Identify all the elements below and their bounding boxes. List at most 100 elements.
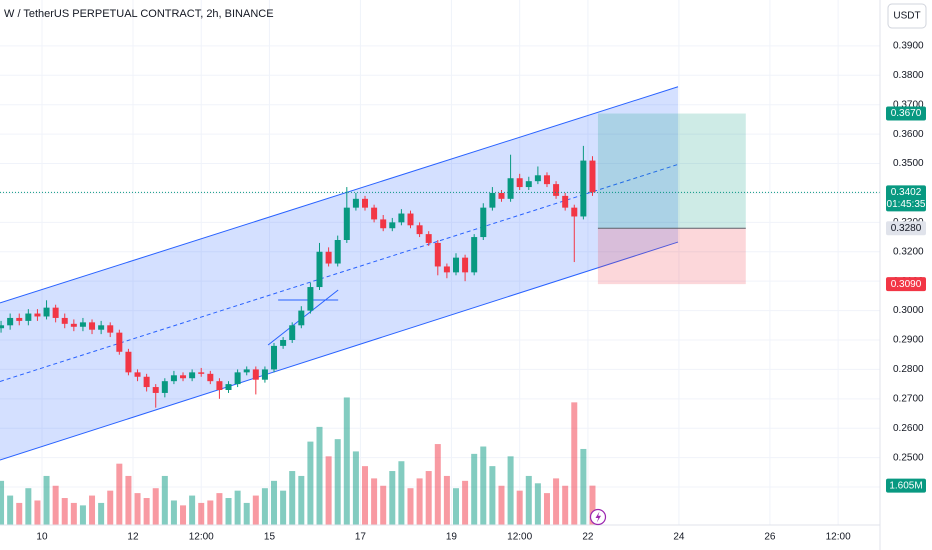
volume-bar <box>525 475 532 525</box>
candle-body <box>16 317 23 321</box>
y-tick-label: 0.2900 <box>893 335 924 346</box>
chart-title: W / TetherUS PERPETUAL CONTRACT, 2h, BIN… <box>4 8 274 20</box>
candle-body <box>216 381 223 390</box>
volume-bar <box>152 488 159 525</box>
candle-body <box>316 251 323 288</box>
candle-body <box>25 313 32 321</box>
x-tick-label: 12:00 <box>189 532 214 543</box>
candle-body <box>207 373 214 382</box>
volume-bar <box>198 502 205 525</box>
x-tick-label: 19 <box>446 532 458 543</box>
volume-bar <box>380 485 387 525</box>
candle-body <box>125 351 132 373</box>
volume-bar <box>543 493 550 525</box>
candle-body <box>252 369 259 380</box>
volume-bar <box>61 498 68 525</box>
price-badge <box>886 221 926 236</box>
candle-body <box>43 307 50 317</box>
y-tick-label: 0.3800 <box>893 70 924 81</box>
volume-badge <box>886 478 926 493</box>
volume-bar <box>343 397 350 525</box>
volume-bar <box>107 490 114 525</box>
candle-body <box>416 225 423 235</box>
candle-body <box>443 266 450 273</box>
candle-body <box>107 325 114 333</box>
price-badge-label: 0.3280 <box>891 223 922 234</box>
candle-body <box>362 198 369 208</box>
volume-bar <box>271 480 278 525</box>
candle-body <box>380 219 387 229</box>
candle-body <box>325 251 332 264</box>
candle-body <box>571 207 578 217</box>
profit-zone <box>597 113 746 229</box>
x-tick-label: 10 <box>36 532 48 543</box>
plot-area <box>0 0 880 525</box>
currency-button[interactable] <box>887 3 927 29</box>
candle-body <box>70 323 77 327</box>
candle-body <box>480 207 487 238</box>
volume-bar <box>407 488 414 525</box>
volume-bar <box>325 456 332 525</box>
y-tick-label: 0.3700 <box>893 99 924 110</box>
volume-bar <box>98 502 105 525</box>
alert-bolt[interactable] <box>595 511 602 523</box>
volume-bar <box>298 475 305 525</box>
volume-bar <box>452 488 459 525</box>
candle-body <box>34 313 41 317</box>
volume-bar <box>243 502 250 525</box>
volume-bar <box>180 505 187 525</box>
x-tick-label: 12 <box>127 532 139 543</box>
candle-body <box>225 384 232 390</box>
candle-body <box>152 387 159 393</box>
volume-bar <box>134 493 141 525</box>
x-tick-label: 17 <box>355 532 367 543</box>
channel-upper <box>0 86 679 304</box>
volume-badge-label: 1.605M <box>889 480 922 491</box>
candle-body <box>298 310 305 326</box>
volume-bar <box>0 480 5 525</box>
volume-bar <box>425 471 432 525</box>
volume-bar <box>462 480 469 525</box>
volume-bar <box>307 441 314 525</box>
candle-body <box>280 340 287 346</box>
volume-bar <box>316 426 323 525</box>
volume-bar <box>507 456 514 525</box>
alert-icon[interactable] <box>589 508 607 526</box>
channel-lower <box>0 241 679 461</box>
volume-bar <box>553 478 560 525</box>
price-badge <box>886 185 926 212</box>
candle-body <box>452 257 459 273</box>
price-badge-label: 0.3402 <box>891 187 922 198</box>
candle-body <box>352 198 359 208</box>
loss-zone <box>597 228 746 285</box>
x-tick-label: 15 <box>264 532 276 543</box>
volume-bar <box>498 485 505 525</box>
candle-body <box>434 242 441 267</box>
volume-bar <box>534 483 541 525</box>
price-badge <box>886 106 926 121</box>
candle-body <box>553 184 560 196</box>
y-tick-label: 0.2800 <box>893 364 924 375</box>
volume-bar <box>580 448 587 525</box>
volume-bar <box>225 498 232 525</box>
volume-bar <box>280 490 287 525</box>
x-tick-label: 26 <box>764 532 776 543</box>
candle-body <box>334 240 341 264</box>
y-tick-label: 0.2700 <box>893 393 924 404</box>
volume-bar <box>389 471 396 525</box>
y-tick-label: 0.3600 <box>893 129 924 140</box>
candle-body <box>543 175 550 185</box>
candle-body <box>371 207 378 220</box>
volume-bar <box>70 502 77 525</box>
volume-bar <box>143 498 150 525</box>
candle-body <box>180 375 187 379</box>
y-tick-label: 0.3500 <box>893 158 924 169</box>
volume-bar <box>7 495 14 525</box>
currency-label[interactable]: USDT <box>893 11 920 22</box>
volume-bar <box>434 444 441 525</box>
candle-body <box>389 222 396 229</box>
candle-body <box>134 372 141 377</box>
y-tick-label: 0.2600 <box>893 423 924 434</box>
volume-bar <box>79 505 86 525</box>
volume-bar <box>43 475 50 525</box>
